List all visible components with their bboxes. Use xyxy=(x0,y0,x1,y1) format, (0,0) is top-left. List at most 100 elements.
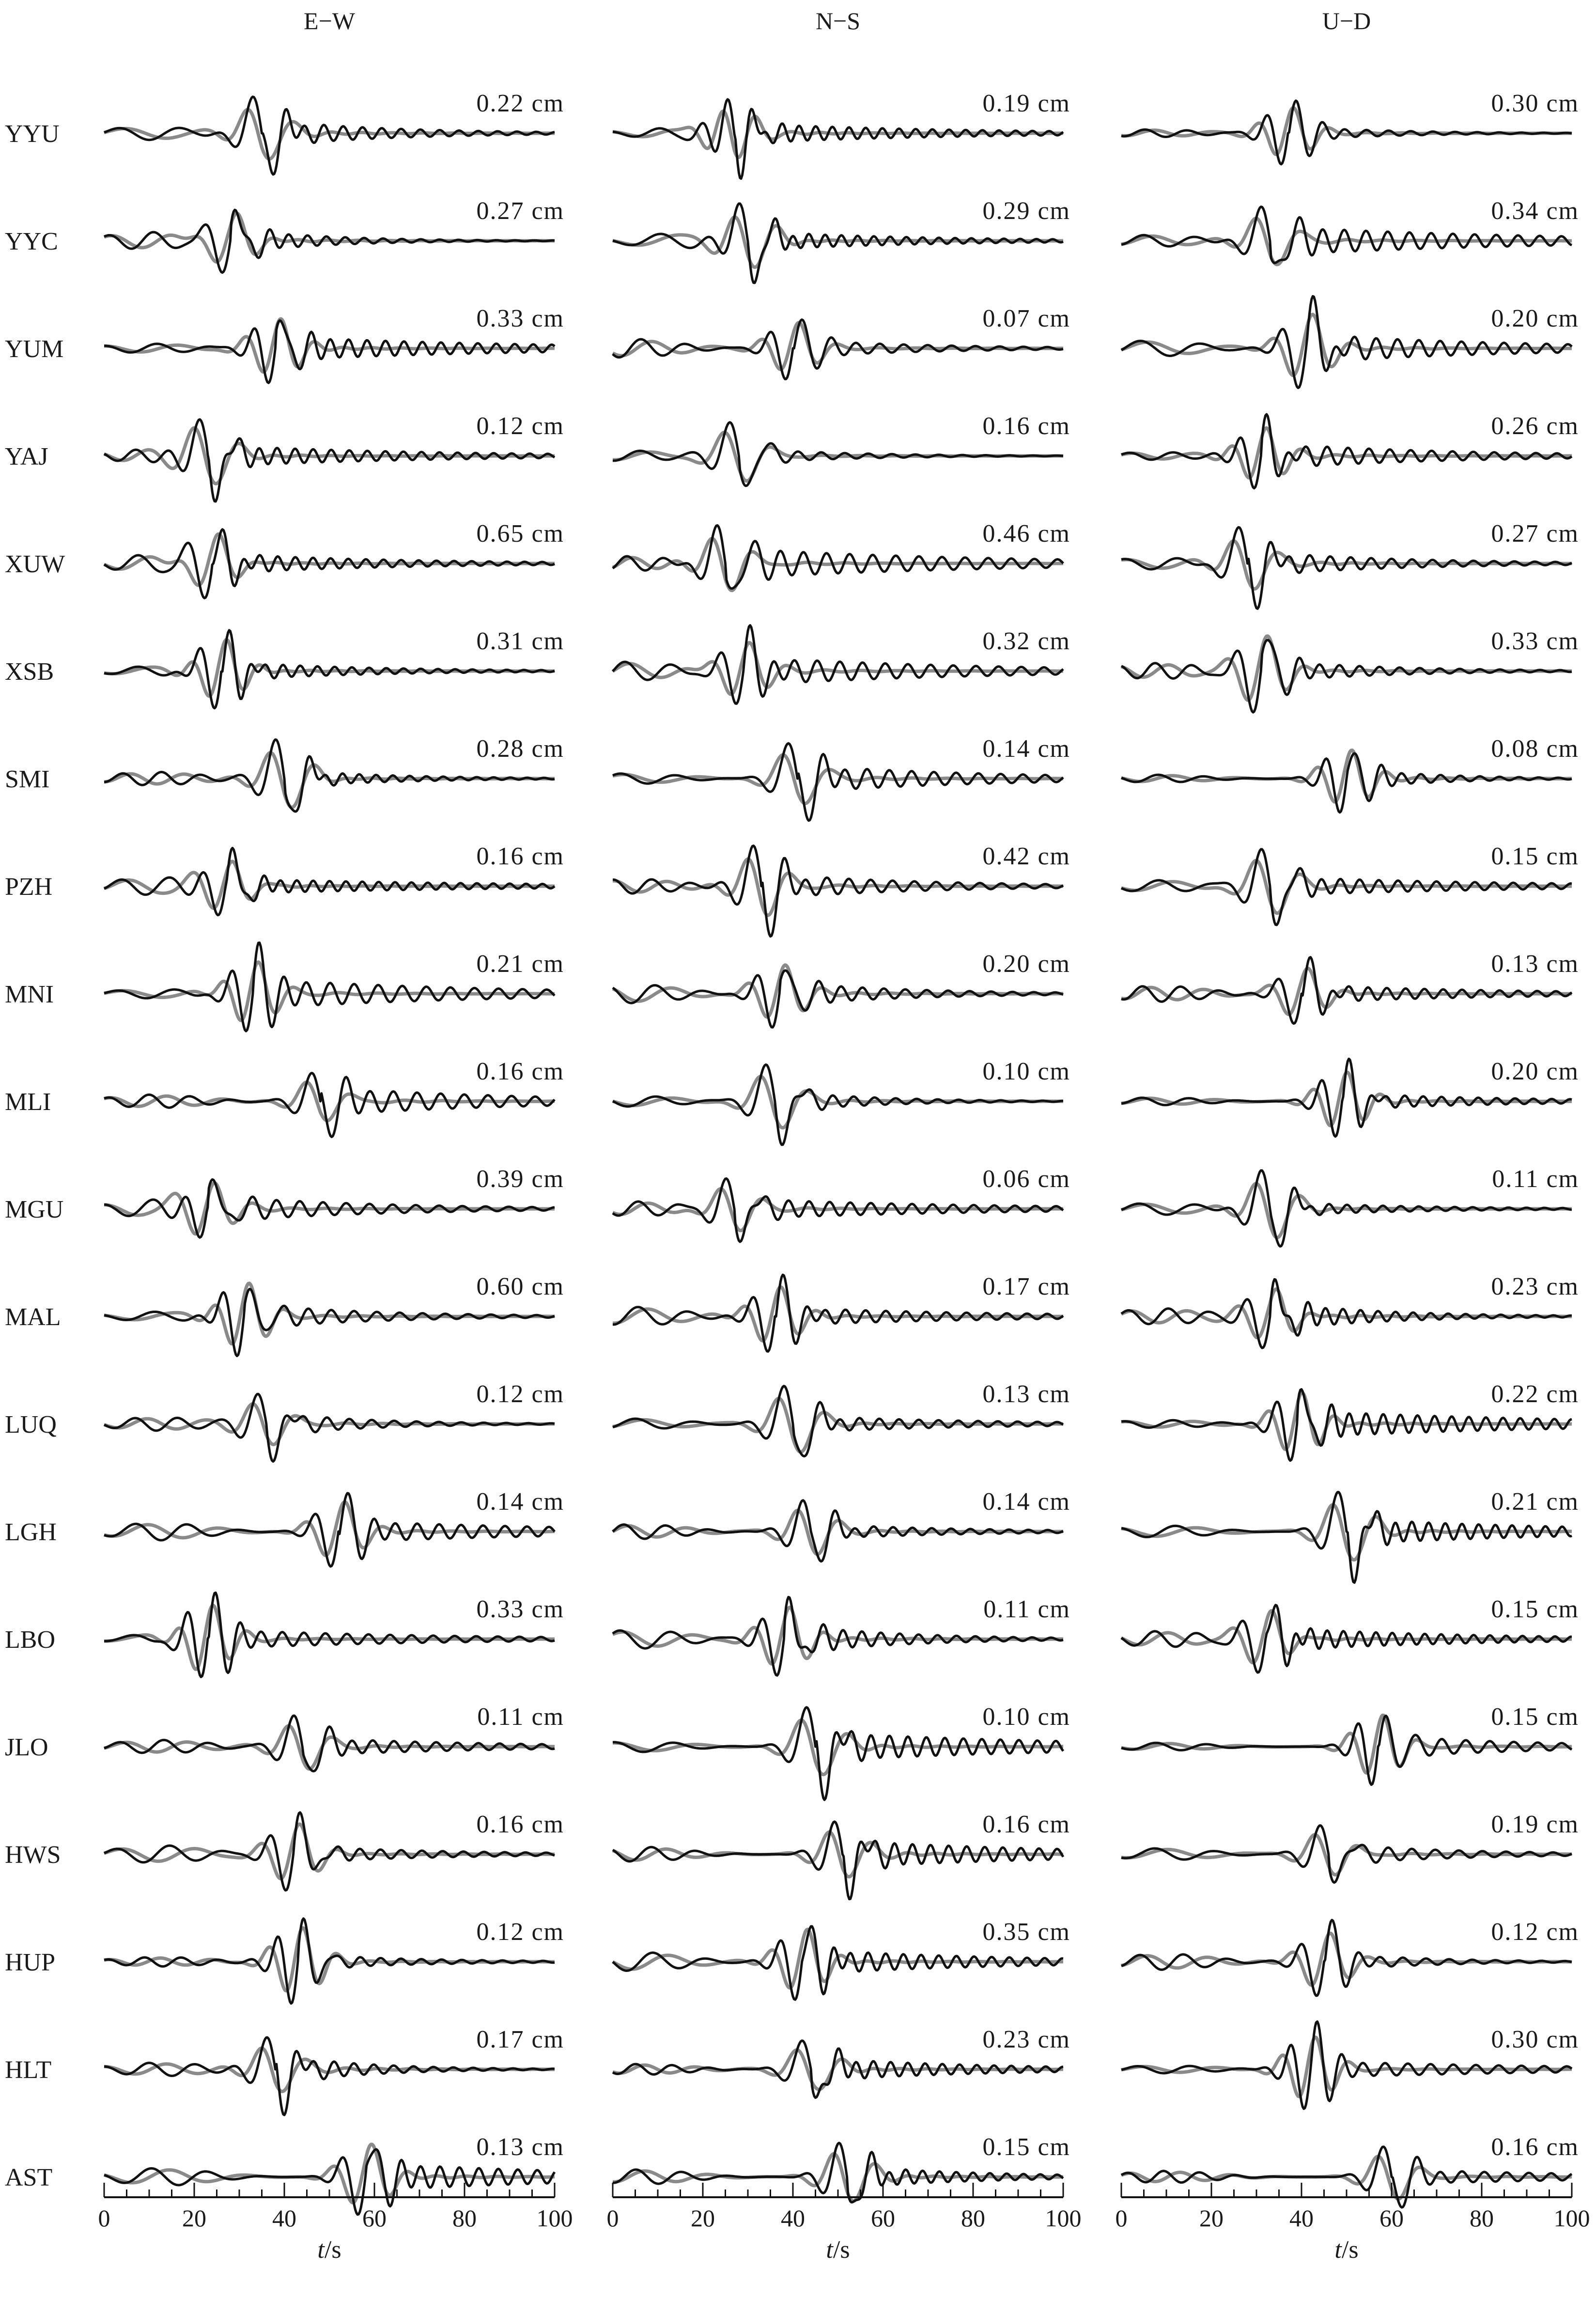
amplitude-label: 0.17 cm xyxy=(982,1273,1070,1300)
amplitude-label: 0.65 cm xyxy=(476,520,564,547)
observed-trace xyxy=(1120,1278,1572,1349)
tick-label: 100 xyxy=(537,2205,573,2232)
station-row-MGU: MGU 0.39 cm 0.06 cm 0.11 cm xyxy=(5,1165,1578,1248)
synthetic-trace xyxy=(612,963,1064,1019)
synthetic-trace xyxy=(612,321,1064,372)
observed-trace xyxy=(612,1925,1064,2001)
amplitude-label: 0.20 cm xyxy=(1491,1058,1579,1085)
station-label: YYU xyxy=(5,120,60,148)
observed-trace xyxy=(1121,526,1572,610)
observed-trace xyxy=(612,1063,1064,1146)
station-row-HUP: HUP 0.12 cm 0.35 cm 0.12 cm xyxy=(5,1917,1578,2005)
amplitude-label: 0.32 cm xyxy=(982,627,1070,655)
synthetic-trace xyxy=(612,2152,1064,2203)
station-label: LUQ xyxy=(5,1411,57,1438)
amplitude-label: 0.21 cm xyxy=(476,950,564,978)
station-row-LGH: LGH 0.14 cm 0.14 cm 0.21 cm xyxy=(5,1488,1579,1584)
time-axis-2: 0 20 40 60 80 100 t/s xyxy=(1116,2183,1590,2264)
synthetic-trace xyxy=(1120,2155,1573,2201)
amplitude-label: 0.60 cm xyxy=(476,1273,564,1300)
station-row-JLO: JLO 0.11 cm 0.10 cm 0.15 cm xyxy=(5,1703,1578,1801)
station-row-XUW: XUW 0.65 cm 0.46 cm 0.27 cm xyxy=(5,520,1578,610)
time-axis-1: 0 20 40 60 80 100 t/s xyxy=(607,2183,1082,2264)
synthetic-trace xyxy=(1120,1931,1573,1987)
amplitude-label: 0.11 cm xyxy=(477,1703,564,1731)
station-label: YAJ xyxy=(5,443,48,470)
axis-title: t/s xyxy=(826,2236,850,2264)
observed-trace xyxy=(612,2142,1064,2204)
station-label: MNI xyxy=(5,981,54,1008)
station-label: XUW xyxy=(5,550,65,578)
station-label: YUM xyxy=(5,335,63,363)
amplitude-label: 0.16 cm xyxy=(1491,2133,1579,2161)
station-label: SMI xyxy=(5,766,49,793)
observed-trace xyxy=(612,1273,1064,1353)
synthetic-trace xyxy=(612,1187,1064,1233)
observed-trace xyxy=(612,844,1064,938)
amplitude-label: 0.10 cm xyxy=(982,1058,1070,1085)
station-label: AST xyxy=(5,2164,52,2191)
amplitude-label: 0.34 cm xyxy=(1491,197,1579,225)
observed-trace xyxy=(1120,295,1573,390)
amplitude-label: 0.29 cm xyxy=(982,197,1070,225)
observed-trace xyxy=(612,1820,1065,1901)
component-title-0: E−W xyxy=(304,7,356,34)
station-label: XSB xyxy=(5,658,54,686)
amplitude-label: 0.06 cm xyxy=(982,1165,1070,1193)
observed-trace xyxy=(612,202,1064,284)
synthetic-trace xyxy=(612,1830,1064,1878)
synthetic-trace xyxy=(612,857,1064,917)
station-label: PZH xyxy=(5,873,52,901)
observed-trace xyxy=(1121,1057,1572,1138)
amplitude-label: 0.22 cm xyxy=(476,90,564,117)
amplitude-label: 0.15 cm xyxy=(982,2133,1070,2161)
tick-label: 60 xyxy=(362,2205,387,2232)
station-row-PZH: PZH 0.16 cm 0.42 cm 0.15 cm xyxy=(5,843,1579,938)
amplitude-label: 0.20 cm xyxy=(1491,305,1579,332)
observed-trace xyxy=(1121,956,1573,1025)
synthetic-trace xyxy=(612,1285,1064,1343)
observed-trace xyxy=(103,1811,555,1892)
amplitude-label: 0.30 cm xyxy=(1491,90,1579,117)
observed-trace xyxy=(1120,848,1572,926)
synthetic-trace xyxy=(1120,1391,1573,1451)
amplitude-label: 0.12 cm xyxy=(476,412,564,440)
tick-label: 0 xyxy=(607,2205,619,2232)
amplitude-label: 0.21 cm xyxy=(1491,1488,1579,1516)
synthetic-trace xyxy=(1120,313,1573,377)
axis-title-variable: t xyxy=(317,2236,325,2264)
amplitude-label: 0.10 cm xyxy=(982,1703,1070,1731)
station-row-LUQ: LUQ 0.12 cm 0.13 cm 0.22 cm xyxy=(5,1380,1578,1463)
amplitude-label: 0.23 cm xyxy=(1491,1273,1579,1300)
amplitude-label: 0.31 cm xyxy=(476,627,564,655)
station-label: HUP xyxy=(5,1949,55,1976)
observed-trace xyxy=(1121,413,1573,490)
observed-trace xyxy=(104,1492,556,1568)
column-titles: E−W N−S U−D xyxy=(304,7,1371,34)
observed-trace xyxy=(1120,2145,1573,2209)
amplitude-label: 0.27 cm xyxy=(476,197,564,225)
observed-trace xyxy=(1121,752,1572,814)
synthetic-trace xyxy=(103,2142,556,2205)
synthetic-trace xyxy=(612,2048,1064,2091)
station-row-YYU: YYU 0.22 cm 0.19 cm 0.30 cm xyxy=(5,90,1579,180)
synthetic-trace xyxy=(1120,1503,1573,1562)
station-rows: YYU 0.22 cm 0.19 cm 0.30 cm YYC 0.27 cm 0.29 c… xyxy=(5,90,1579,2216)
tick-label: 100 xyxy=(1045,2205,1082,2232)
observed-trace xyxy=(612,969,1064,1029)
amplitude-label: 0.13 cm xyxy=(476,2133,564,2161)
station-row-LBO: LBO 0.33 cm 0.11 cm 0.15 cm xyxy=(5,1591,1579,1678)
observed-trace xyxy=(103,418,556,503)
synthetic-trace xyxy=(1120,967,1573,1016)
observed-trace xyxy=(612,2039,1064,2099)
amplitude-label: 0.15 cm xyxy=(1491,1595,1579,1623)
observed-trace xyxy=(1121,99,1572,166)
observed-trace xyxy=(612,742,1064,822)
synthetic-trace xyxy=(103,1500,556,1557)
synthetic-trace xyxy=(1120,426,1573,480)
observed-trace xyxy=(104,1072,556,1138)
amplitude-label: 0.16 cm xyxy=(476,843,564,870)
station-label: HWS xyxy=(5,1841,61,1869)
amplitude-label: 0.19 cm xyxy=(1491,1811,1579,1838)
amplitude-label: 0.15 cm xyxy=(1491,843,1579,870)
